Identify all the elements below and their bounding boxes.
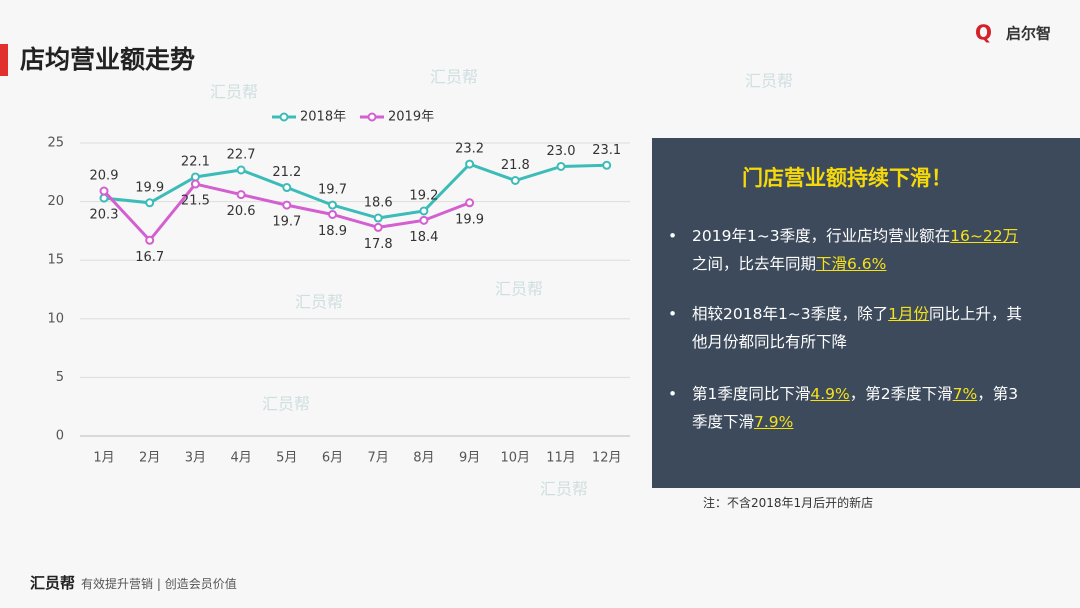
highlight-text: 下滑6.6% [816, 255, 887, 273]
data-point [328, 209, 337, 219]
watermark: 汇员帮 [495, 280, 543, 299]
data-label: 19.9 [455, 212, 484, 227]
data-point [602, 160, 612, 170]
bullet-text: ，第2季度下滑 [849, 385, 953, 403]
data-point [328, 200, 337, 210]
x-tick-label: 1月 [93, 451, 114, 466]
data-label: 23.1 [592, 143, 621, 158]
data-label: 18.9 [318, 224, 347, 239]
data-point [190, 179, 200, 189]
bullet-text: 同比上升，其他月份都同比有所下降 [692, 305, 1023, 351]
data-label: 20.9 [90, 169, 119, 184]
y-tick-label: 5 [56, 370, 64, 385]
data-point [465, 159, 475, 169]
data-point [190, 172, 200, 182]
y-tick-label: 0 [56, 429, 64, 444]
data-point [419, 206, 429, 216]
logo-mark: Q [975, 21, 992, 45]
x-tick-label: 12月 [592, 451, 622, 466]
data-label: 23.0 [547, 144, 576, 159]
y-tick-label: 10 [47, 311, 64, 326]
watermark: 汇员帮 [262, 395, 310, 414]
bullet-text: 2019年1~3季度，行业店均营业额在 [692, 227, 951, 245]
legend-label: 2018年 [300, 110, 346, 125]
bullet-text: 之间，比去年同期 [692, 255, 817, 273]
data-label: 16.7 [135, 250, 164, 265]
x-tick-label: 5月 [276, 451, 297, 466]
x-tick-label: 8月 [413, 451, 434, 466]
data-label: 19.7 [318, 183, 347, 198]
x-tick-label: 11月 [546, 451, 576, 466]
data-label: 18.4 [409, 230, 438, 245]
data-point [556, 161, 566, 171]
data-label: 18.6 [364, 196, 393, 211]
data-point [236, 190, 246, 200]
highlight-text: 1月份 [888, 305, 930, 323]
data-label: 21.2 [272, 165, 301, 180]
y-tick-label: 25 [47, 136, 64, 151]
footer-slogan: 有效提升营销 | 创造会员价值 [81, 577, 237, 591]
data-point [282, 183, 292, 193]
legend-label: 2019年 [388, 110, 434, 125]
legend-marker [279, 112, 289, 122]
data-label: 23.2 [455, 142, 484, 157]
data-point [145, 235, 155, 245]
legend-marker [367, 112, 377, 122]
bullet-text: ，第3季度下滑 [692, 385, 1019, 431]
data-point [373, 213, 383, 223]
y-tick-label: 20 [47, 194, 64, 209]
data-label: 19.7 [272, 215, 301, 230]
highlight-text: 7.9% [754, 413, 794, 431]
watermark: 汇员帮 [210, 83, 258, 102]
data-label: 21.8 [501, 158, 530, 173]
data-point [99, 186, 109, 196]
data-point [419, 215, 429, 225]
data-point [510, 176, 520, 186]
x-tick-label: 2月 [139, 451, 160, 466]
bullet: 相较2018年1~3季度，除了1月份同比上升，其他月份都同比有所下降 [668, 300, 1032, 356]
data-label: 19.9 [135, 180, 164, 195]
bullet: 2019年1~3季度，行业店均营业额在16~22万之间，比去年同期下滑6.6% [668, 222, 1032, 278]
data-point [145, 198, 155, 208]
x-tick-label: 9月 [459, 451, 480, 466]
watermark: 汇员帮 [295, 293, 343, 312]
data-label: 20.6 [227, 204, 256, 219]
highlight-text: 16~22万 [950, 227, 1019, 245]
watermark: 汇员帮 [430, 68, 478, 87]
title-bar [0, 44, 8, 76]
watermark: 汇员帮 [540, 480, 588, 499]
data-label: 21.5 [181, 194, 210, 209]
data-label: 17.8 [364, 237, 393, 252]
data-point [465, 198, 475, 208]
data-label: 20.3 [90, 208, 119, 223]
x-tick-label: 3月 [185, 451, 206, 466]
highlight-text: 7% [952, 385, 978, 403]
footer: 汇员帮 有效提升营销 | 创造会员价值 [30, 572, 237, 593]
data-point [373, 222, 383, 232]
y-tick-label: 15 [47, 253, 64, 268]
data-label: 22.7 [227, 147, 256, 162]
bullet-text: 相较2018年1~3季度，除了 [692, 305, 889, 323]
summary-panel: 门店营业额持续下滑！ 2019年1~3季度，行业店均营业额在16~22万之间，比… [652, 138, 1080, 488]
bullet-text: 第1季度同比下滑 [692, 385, 811, 403]
x-tick-label: 10月 [501, 451, 531, 466]
bullet: 第1季度同比下滑4.9%，第2季度下滑7%，第3季度下滑7.9% [668, 380, 1032, 436]
logo: 启尔智 [1006, 25, 1051, 43]
footnote: 注：不含2018年1月后开的新店 [703, 496, 874, 510]
highlight-text: 4.9% [810, 385, 850, 403]
data-point [282, 200, 292, 210]
x-tick-label: 6月 [322, 451, 343, 466]
watermark: 汇员帮 [745, 72, 793, 91]
x-tick-label: 4月 [230, 451, 251, 466]
data-label: 22.1 [181, 154, 210, 169]
panel-title: 门店营业额持续下滑！ [742, 166, 952, 190]
footer-brand: 汇员帮 [30, 574, 76, 592]
data-label: 19.2 [409, 188, 438, 203]
series-line [103, 162, 607, 220]
slide-title: 店均营业额走势 [20, 45, 195, 74]
data-point [236, 165, 246, 175]
x-tick-label: 7月 [368, 451, 389, 466]
